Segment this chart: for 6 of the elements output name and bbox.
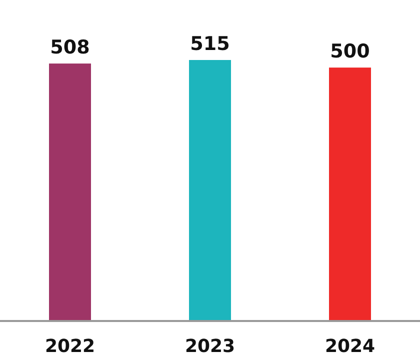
data-label: 508 (50, 36, 90, 59)
data-label: 515 (190, 33, 230, 55)
data-label: 500 (330, 40, 370, 63)
x-tick-label: 2023 (184, 336, 236, 357)
x-tick-label: 2024 (324, 336, 376, 357)
x-tick-label: 2022 (44, 336, 96, 357)
